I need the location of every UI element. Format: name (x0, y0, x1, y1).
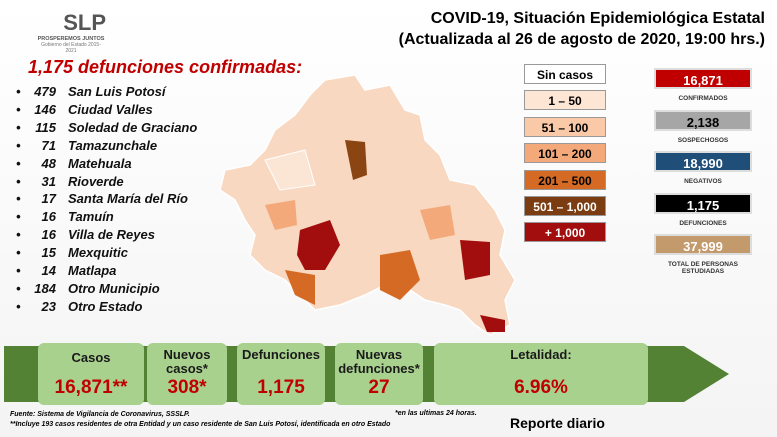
death-place: Otro Municipio (68, 280, 160, 296)
death-row: 146 Ciudad Valles (12, 101, 153, 120)
logo-mark: SLP (63, 10, 106, 35)
state-outline (219, 74, 516, 336)
death-count: 479 (12, 84, 56, 99)
death-row: 48 Matehuala (12, 156, 132, 174)
death-count: 14 (12, 263, 56, 278)
stat-value: 2,138 (654, 109, 752, 131)
summary-box: Nuevos casos* 308* (147, 343, 227, 405)
title: COVID-19, Situación Epidemiológica Estat… (430, 10, 765, 27)
municipality (460, 240, 490, 280)
source: Fuente: Sistema de Vigilancia de Coronav… (10, 411, 190, 418)
summary-box: Casos 16,871** (38, 343, 144, 405)
death-place: Otro Estado (68, 298, 143, 314)
stat-value: 18,990 (654, 151, 752, 172)
municipality (285, 270, 315, 305)
summary-label: Defunciones (241, 347, 320, 362)
death-place: Matlapa (68, 263, 117, 278)
death-place: Rioverde (68, 173, 124, 189)
municipality (380, 250, 420, 300)
legend-item: 1 – 50 (524, 90, 606, 111)
summary-label: Nuevas defunciones* (338, 347, 420, 376)
stat-label: NEGATIVOS (684, 178, 722, 185)
summary-box: Letalidad: 6.96% (434, 343, 648, 405)
death-row: 115 Soledad de Graciano (12, 120, 197, 138)
death-row: 16 Tamuín (12, 209, 114, 227)
municipality (297, 220, 340, 270)
death-row: 31 Rioverde (12, 174, 124, 192)
asterisk-note: *en las ultimas 24 horas. (395, 410, 477, 417)
death-row: 15 Mexquitic (12, 245, 128, 263)
report: Reporte diario (510, 415, 605, 431)
death-count: 146 (12, 102, 56, 117)
municipality (420, 205, 455, 240)
summary-box: Defunciones 1,175 (237, 343, 325, 405)
summary-label: Nuevos casos* (163, 347, 211, 376)
summary-value: 308* (167, 377, 207, 398)
death-row: 14 Matlapa (12, 263, 117, 281)
death-count: 17 (12, 191, 56, 206)
summary-value: 6.96% (514, 377, 568, 398)
subtitle: (Actualizada al 26 de agosto de 2020, 19… (398, 31, 765, 48)
legend-item: 51 – 100 (524, 116, 606, 137)
summary-box: Nuevas defunciones* 27 (335, 343, 423, 405)
municipality (345, 140, 367, 180)
summary-value: 27 (368, 377, 390, 398)
deaths-list: 479 San Luis Potosí 146 Ciudad Valles 115 Sol… (12, 84, 212, 324)
stat-label: CONFIRMADOS (678, 95, 728, 102)
legend-item: + 1,000 (524, 222, 606, 243)
death-place: Santa María del Río (68, 191, 188, 207)
legend-item: 101 – 200 (524, 143, 606, 164)
death-count: 115 (12, 120, 56, 135)
death-count: 48 (12, 156, 56, 171)
death-row: 17 Santa María del Río (12, 191, 188, 209)
death-count: 23 (12, 299, 56, 314)
legend-item: 201 – 500 (524, 169, 606, 190)
death-place: Ciudad Valles (68, 101, 153, 117)
death-place: Matehuala (68, 155, 132, 171)
death-count: 184 (12, 281, 56, 296)
death-row: 184 Otro Municipio (12, 280, 160, 299)
logo-motto: PROSPEREMOS JUNTOS (37, 36, 105, 42)
summary-label: Casos (71, 350, 111, 365)
deaths-heading: 1,175 defunciones confirmadas: (28, 57, 303, 77)
death-place: Tamuín (68, 209, 114, 225)
death-count: 15 (12, 245, 56, 260)
stat-value: 1,175 (654, 192, 752, 214)
death-place: Mexquitic (68, 245, 128, 261)
death-count: 71 (12, 138, 56, 153)
summary-value: 16,871** (54, 377, 128, 398)
death-row: 16 Villa de Reyes (12, 227, 155, 245)
map (219, 74, 516, 336)
death-row: 71 Tamazunchale (12, 137, 158, 156)
death-row: 23 Otro Estado (12, 298, 143, 317)
legend-item: 501 – 1,000 (524, 196, 606, 216)
legend-item: Sin casos (524, 64, 606, 84)
death-place: Soledad de Graciano (68, 119, 198, 135)
death-row: 479 San Luis Potosí (12, 84, 166, 102)
death-place: Tamazunchale (68, 137, 158, 153)
stat-label: TOTAL DE PERSONAS ESTUDIADAS (667, 261, 739, 275)
summary-label: Letalidad: (510, 347, 572, 362)
municipality (480, 315, 505, 332)
death-count: 31 (12, 174, 56, 189)
stat-label: DEFUNCIONES (679, 219, 727, 227)
logo: SLP PROSPEREMOS JUNTOS Gobierno del Esta… (36, 10, 106, 54)
municipality (264, 149, 316, 191)
municipality (265, 200, 297, 230)
stat-value: 37,999 (654, 234, 752, 255)
death-count: 16 (12, 227, 56, 242)
stat-label: SOSPECHOSOS (677, 136, 729, 144)
stat-value: 16,871 (654, 68, 752, 89)
summary-value: 1,175 (257, 377, 305, 398)
death-count: 16 (12, 209, 56, 224)
note: **Incluye 193 casos residentes de otra E… (10, 421, 391, 428)
logo-government: Gobierno del Estado 2015-2021 (41, 42, 101, 54)
death-place: San Luis Potosí (68, 84, 166, 99)
death-place: Villa de Reyes (68, 227, 155, 243)
